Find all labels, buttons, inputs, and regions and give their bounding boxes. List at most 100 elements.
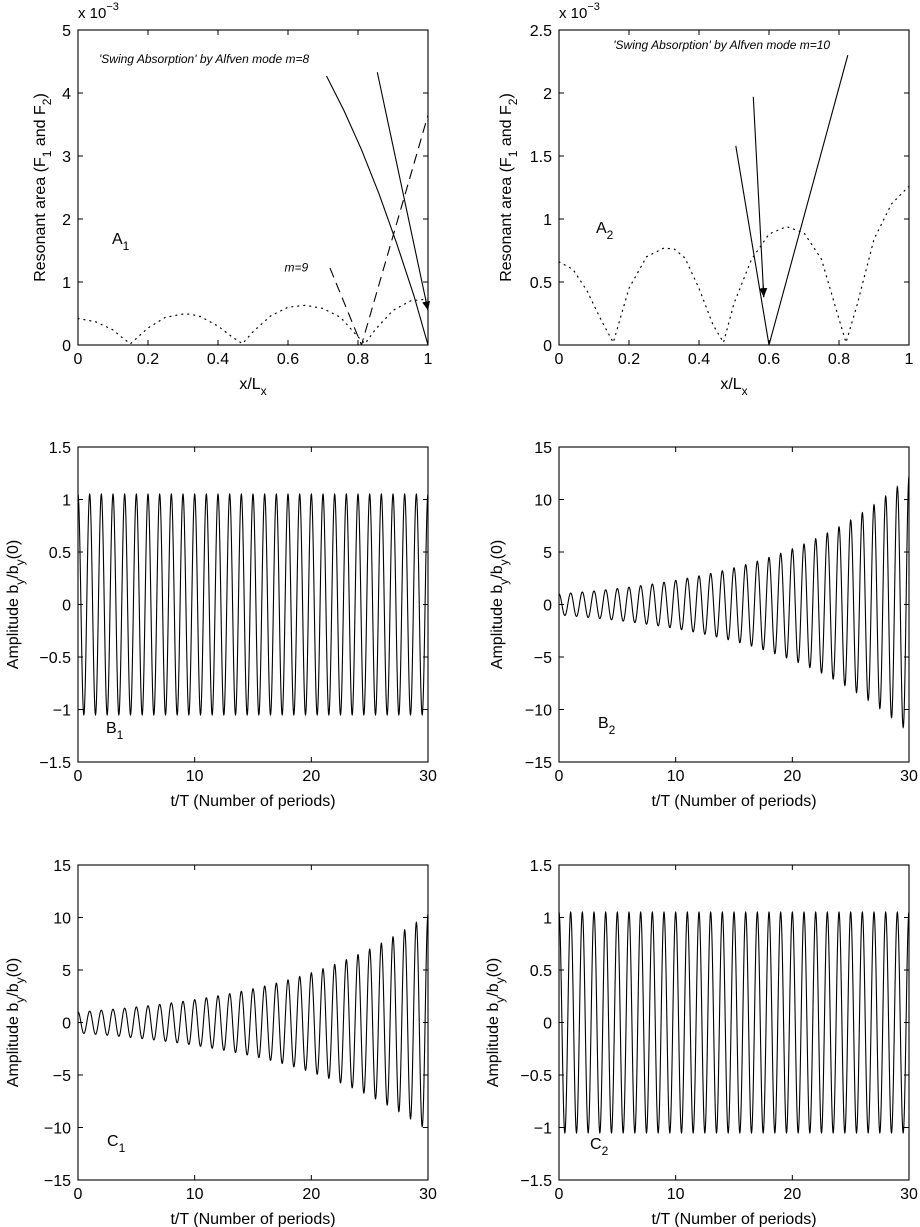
amplitude-trace — [78, 492, 428, 717]
x-axis-label: t/T (Number of periods) — [170, 1211, 335, 1227]
x-tick-label: 0.8 — [347, 351, 369, 368]
y-tick-label: −5 — [53, 1068, 71, 1085]
series-line-dotted — [78, 298, 428, 345]
y-tick-label: −0.5 — [520, 1068, 552, 1085]
y-tick-label: 1.5 — [530, 149, 552, 166]
series-line-solid — [376, 72, 428, 311]
x-tick-label: 30 — [900, 1186, 918, 1203]
y-tick-label: 1 — [543, 212, 552, 229]
axis-exponent: x 10−3 — [78, 1, 119, 22]
y-tick-label: 10 — [534, 493, 552, 510]
x-tick-label: 0.8 — [828, 351, 850, 368]
x-tick-label: 0 — [555, 351, 564, 368]
y-axis-label: Amplitude by/by(0) — [489, 540, 511, 669]
axes-box — [77, 29, 429, 346]
panel-label: A1 — [112, 231, 130, 253]
x-tick-label: 0 — [555, 1186, 564, 1203]
y-tick-label: 1.5 — [49, 440, 71, 457]
x-tick-label: 10 — [186, 1186, 204, 1203]
x-tick-label: 20 — [302, 1186, 320, 1203]
y-tick-label: 0 — [62, 1016, 71, 1033]
x-tick-label: 10 — [667, 1186, 685, 1203]
y-tick-label: 5 — [62, 963, 71, 980]
amplitude-trace — [78, 914, 428, 1128]
x-tick-label: 0 — [74, 351, 83, 368]
x-tick-label: 0.2 — [618, 351, 640, 368]
y-tick-label: 5 — [543, 545, 552, 562]
x-tick-label: 0.2 — [137, 351, 159, 368]
x-tick-label: 0 — [74, 1186, 83, 1203]
series-line-solid — [752, 96, 765, 298]
panel-label: C2 — [590, 1136, 609, 1158]
x-axis-label: x/Lx — [720, 376, 747, 398]
y-tick-label: −10 — [525, 703, 552, 720]
y-tick-label: 0 — [543, 598, 552, 615]
axes-box — [558, 29, 910, 346]
y-tick-label: −1 — [53, 703, 71, 720]
y-tick-label: −1.5 — [39, 755, 71, 772]
x-tick-label: 30 — [419, 768, 437, 785]
y-tick-label: 0 — [543, 1016, 552, 1033]
panel-label: C1 — [107, 1133, 126, 1155]
x-tick-label: 20 — [783, 1186, 801, 1203]
annotation: m=9 — [285, 260, 309, 274]
x-tick-label: 0.6 — [758, 351, 780, 368]
y-tick-label: 1 — [543, 911, 552, 928]
x-tick-label: 20 — [783, 768, 801, 785]
y-axis-label: Amplitude by/by(0) — [5, 958, 27, 1087]
y-tick-label: 4 — [62, 86, 71, 103]
amplitude-trace — [559, 476, 909, 729]
y-tick-label: 2 — [62, 212, 71, 229]
y-tick-label: −15 — [525, 755, 552, 772]
x-tick-label: 0 — [555, 768, 564, 785]
panel-label: B2 — [598, 715, 616, 737]
panel-label: A2 — [596, 220, 614, 242]
y-tick-label: 2 — [543, 86, 552, 103]
y-tick-label: 1 — [62, 275, 71, 292]
y-tick-label: 0 — [62, 338, 71, 355]
y-tick-label: 0 — [62, 598, 71, 615]
y-tick-label: −1.5 — [520, 1173, 552, 1190]
y-tick-label: 3 — [62, 149, 71, 166]
arrow-head — [422, 298, 431, 311]
y-tick-label: 1 — [62, 493, 71, 510]
panel-a2: 0 0.2 0.4 0.6 0.8 1 0 0.5 1 1.5 2 2.5 x 10−3 x/Lx Reso… — [498, 1, 914, 398]
x-tick-label: 30 — [900, 768, 918, 785]
y-axis-label: Resonant area (F1 and F2) — [498, 93, 520, 282]
x-tick-label: 10 — [667, 768, 685, 785]
y-axis-label: Amplitude by/by(0) — [5, 540, 27, 669]
annotation: 'Swing Absorption' by Alfven mode m=8 — [99, 52, 309, 66]
y-tick-label: 0 — [543, 338, 552, 355]
axes-box — [77, 864, 429, 1181]
y-tick-label: −15 — [44, 1173, 71, 1190]
x-axis-label: t/T (Number of periods) — [651, 793, 816, 810]
x-axis-label: x/Lx — [239, 376, 266, 398]
panel-c2: 0 10 20 30 −1.5 −1 −0.5 0 0.5 1 1.5 t/T (Number of … — [485, 858, 918, 1227]
annotation: 'Swing Absorption' by Alfven mode m=10 — [613, 38, 830, 52]
y-tick-label: −10 — [44, 1121, 71, 1138]
series-line-solid — [326, 75, 428, 345]
x-tick-label: 0.4 — [207, 351, 229, 368]
series-line-dashed — [329, 114, 428, 345]
y-tick-label: 15 — [534, 440, 552, 457]
x-tick-label: 10 — [186, 768, 204, 785]
x-axis-label: t/T (Number of periods) — [170, 793, 335, 810]
axis-exponent: x 10−3 — [559, 1, 600, 22]
y-axis-label: Amplitude by/by(0) — [485, 958, 507, 1087]
arrow-head — [759, 285, 768, 298]
x-tick-label: 1 — [905, 351, 914, 368]
y-axis-label: Resonant area (F1 and F2) — [32, 93, 54, 282]
y-tick-label: 0.5 — [49, 545, 71, 562]
x-tick-label: 1 — [424, 351, 433, 368]
x-tick-label: 30 — [419, 1186, 437, 1203]
y-tick-label: 0.5 — [530, 275, 552, 292]
panel-c1: 0 10 20 30 −15 −10 −5 0 5 10 15 t/T (Number of peri… — [5, 858, 437, 1227]
panel-a1: 0 0.2 0.4 0.6 0.8 1 0 1 2 3 4 5 x 10−3 x/Lx Resonant a… — [32, 1, 433, 398]
amplitude-trace — [559, 910, 909, 1135]
y-tick-label: 5 — [62, 23, 71, 40]
y-tick-label: 10 — [53, 911, 71, 928]
x-tick-label: 0.6 — [277, 351, 299, 368]
y-tick-label: 2.5 — [530, 23, 552, 40]
panel-b2: 0 10 20 30 −15 −10 −5 0 5 10 15 t/T (Number of peri… — [489, 440, 918, 810]
